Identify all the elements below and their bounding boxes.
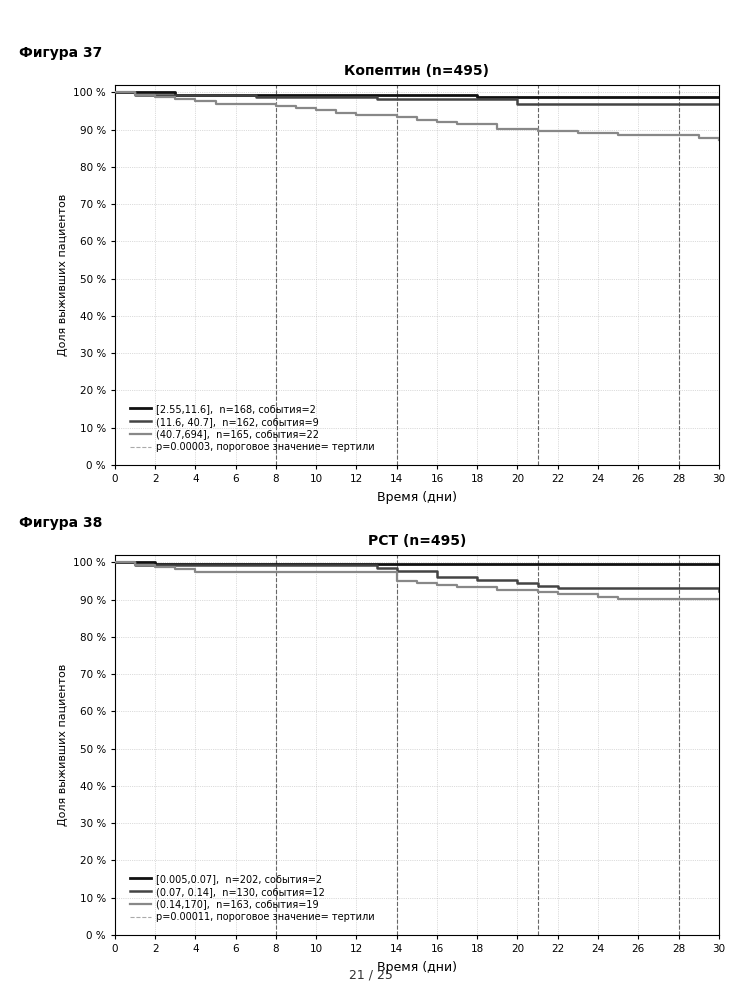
Text: Фигура 38: Фигура 38 — [19, 516, 102, 530]
Title: Копептин (n=495): Копептин (n=495) — [345, 64, 489, 78]
X-axis label: Время (дни): Время (дни) — [377, 961, 456, 974]
Legend: [2.55,11.6],  n=168, события=2, (11.6, 40.7],  n=162, события=9, (40.7,694],  n=: [2.55,11.6], n=168, события=2, (11.6, 40… — [126, 400, 379, 456]
Y-axis label: Доля выживших пациентов: Доля выживших пациентов — [58, 194, 67, 356]
Title: РСТ (n=495): РСТ (n=495) — [368, 534, 466, 548]
X-axis label: Время (дни): Время (дни) — [377, 491, 456, 504]
Legend: [0.005,0.07],  n=202, события=2, (0.07, 0.14],  n=130, события=12, (0.14,170],  : [0.005,0.07], n=202, события=2, (0.07, 0… — [126, 870, 379, 926]
Text: Фигура 37: Фигура 37 — [19, 46, 102, 60]
Y-axis label: Доля выживших пациентов: Доля выживших пациентов — [58, 664, 67, 826]
Text: 21 / 25: 21 / 25 — [348, 969, 393, 982]
